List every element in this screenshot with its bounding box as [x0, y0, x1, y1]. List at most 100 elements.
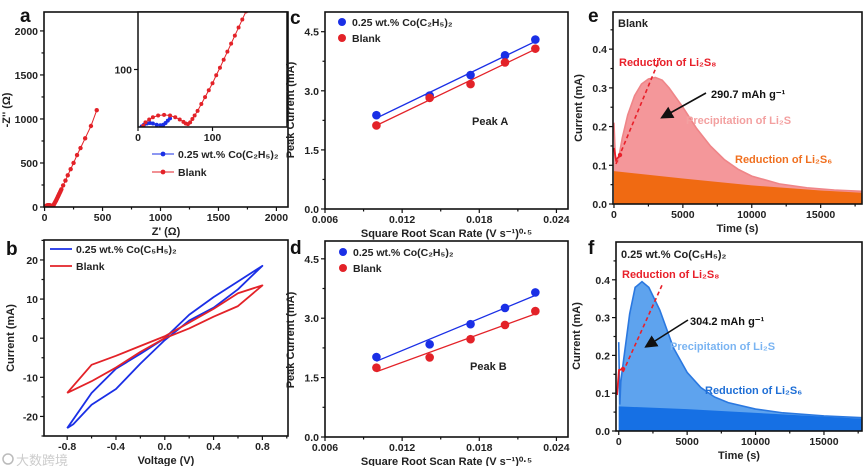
x-tick-label: 0 — [616, 436, 622, 448]
y-tick-label: 0.2 — [595, 350, 610, 362]
data-point — [372, 121, 381, 130]
data-point — [63, 178, 68, 183]
series-blank — [372, 44, 540, 130]
legend-marker — [339, 248, 347, 256]
plot-area — [617, 280, 862, 431]
y-axis-ticks: 0.0 1.5 3.0 4.5 — [304, 27, 325, 216]
plot-area — [372, 288, 540, 373]
y-tick-label: 1.5 — [304, 373, 319, 385]
legend-label: 0.25 wt.% Co(C₅H₅)₂ — [76, 244, 177, 256]
x-tick-label: 15000 — [809, 436, 838, 448]
legend-marker — [338, 18, 346, 26]
x-tick-label: 0 — [611, 209, 617, 221]
total-current-line — [613, 76, 862, 193]
y-tick-label: 10 — [26, 294, 38, 306]
series-additive — [372, 35, 540, 120]
plot-area — [66, 264, 264, 429]
annotation-label: Reduction of Li₂S₆ — [705, 385, 802, 397]
plot-area — [44, 107, 99, 207]
data-point — [531, 44, 540, 53]
y-tick-label: 0.1 — [595, 388, 610, 400]
x-tick-label: 0.018 — [466, 214, 492, 226]
legend-marker — [160, 169, 166, 175]
y-axis-label: Current (mA) — [5, 304, 17, 372]
inset-data-point — [225, 49, 230, 54]
plot-area — [372, 35, 540, 130]
series-additive — [66, 264, 264, 429]
legend-item: Blank — [152, 167, 207, 179]
inset-data-point — [141, 123, 146, 127]
data-point — [372, 363, 381, 373]
capacity-arrow — [644, 319, 689, 348]
x-axis-ticks: 0 500 1000 1500 2000 — [42, 207, 288, 224]
legend-label: Blank — [178, 167, 207, 179]
peak-label: Peak A — [472, 116, 508, 128]
panel-e: Blank Reduction of Li₂S₈ 290.7 mAh g⁻¹ Prec… — [573, 6, 863, 235]
y-tick-label: 0.2 — [592, 122, 607, 134]
legend-label: 0.25 wt.% Co(C₂H₅)₂ — [178, 149, 279, 161]
data-point — [94, 107, 99, 113]
panel-letter: e — [588, 6, 599, 27]
legend-label: 0.25 wt.% Co(C₂H₅)₂ — [353, 247, 454, 259]
x-tick-label: 5000 — [675, 436, 699, 448]
inset-data-point — [206, 88, 211, 93]
x-tick-label: 0.024 — [543, 214, 569, 226]
x-axis-ticks: 0 5000 10000 15000 — [616, 431, 859, 448]
data-point — [500, 320, 510, 330]
y-tick-label: 1000 — [15, 114, 39, 126]
total-current-line — [617, 280, 862, 419]
axes-frame — [612, 11, 863, 205]
annotation-label: Reduction of Li₂S₈ — [622, 269, 719, 281]
panel-title: Blank — [618, 18, 649, 30]
axes-frame — [324, 240, 569, 438]
legend-item: 0.25 wt.% Co(C₂H₅)₂ — [339, 247, 454, 259]
legend-item: Blank — [338, 33, 381, 45]
y-tick-label: 20 — [26, 255, 38, 267]
data-point — [531, 288, 540, 297]
y-tick-label: 1500 — [15, 70, 39, 82]
li2s6-reduction-area — [618, 406, 862, 431]
x-tick-label: 1500 — [207, 212, 231, 224]
y-tick-label: 500 — [20, 158, 38, 170]
data-point — [68, 166, 73, 172]
inset-data-point — [143, 120, 148, 125]
annotation-label: Precipitation of Li₂S — [686, 115, 791, 127]
cv-loop — [66, 284, 264, 394]
panel-letter: d — [290, 238, 302, 259]
data-point — [500, 303, 510, 313]
legend-marker — [338, 34, 346, 42]
watermark-text: 大数跨境 — [16, 453, 68, 466]
inset-data-point — [150, 115, 155, 120]
linear-fit-line — [376, 313, 536, 373]
inset-data-point — [203, 95, 208, 100]
legend-item: 0.25 wt.% Co(C₅H₅)₂ — [50, 244, 177, 256]
x-tick-label: 0.8 — [255, 441, 270, 453]
data-point — [500, 58, 510, 67]
legend: 0.25 wt.% Co(C₂H₅)₂ Blank — [339, 247, 454, 275]
y-axis-label: Peak Current (mA) — [285, 61, 297, 158]
linear-fit-line — [376, 294, 536, 362]
x-tick-label: 0.024 — [543, 442, 569, 454]
data-point — [425, 93, 434, 103]
inset-data-point — [236, 25, 241, 30]
panel-d: 0.25 wt.% Co(C₂H₅)₂ Blank Peak B 0.006 0.012… — [285, 238, 570, 466]
legend-label: Blank — [353, 263, 382, 275]
y-tick-label: 2000 — [15, 26, 39, 38]
inset-data-point — [154, 122, 159, 127]
legend-item: 0.25 wt.% Co(C₂H₅)₂ — [338, 17, 453, 29]
inset-data-point — [195, 108, 200, 113]
inset-data-point — [221, 57, 226, 62]
inset-data-point — [150, 121, 155, 126]
x-axis-label: Voltage (V) — [138, 455, 195, 466]
series-additive — [372, 288, 540, 362]
axes-frame — [324, 11, 569, 210]
x-axis-ticks: 0.006 0.012 0.018 0.024 — [312, 209, 570, 226]
y-axis-ticks: 0.0 1.5 3.0 4.5 — [304, 254, 325, 444]
inset-data-point — [192, 113, 197, 118]
data-point — [425, 340, 434, 349]
y-tick-label: 0.0 — [592, 199, 607, 211]
data-point — [88, 123, 94, 129]
watermark-logo-icon — [2, 453, 14, 465]
y-axis-label: Current (mA) — [573, 74, 585, 142]
x-tick-label: 0.006 — [312, 442, 338, 454]
